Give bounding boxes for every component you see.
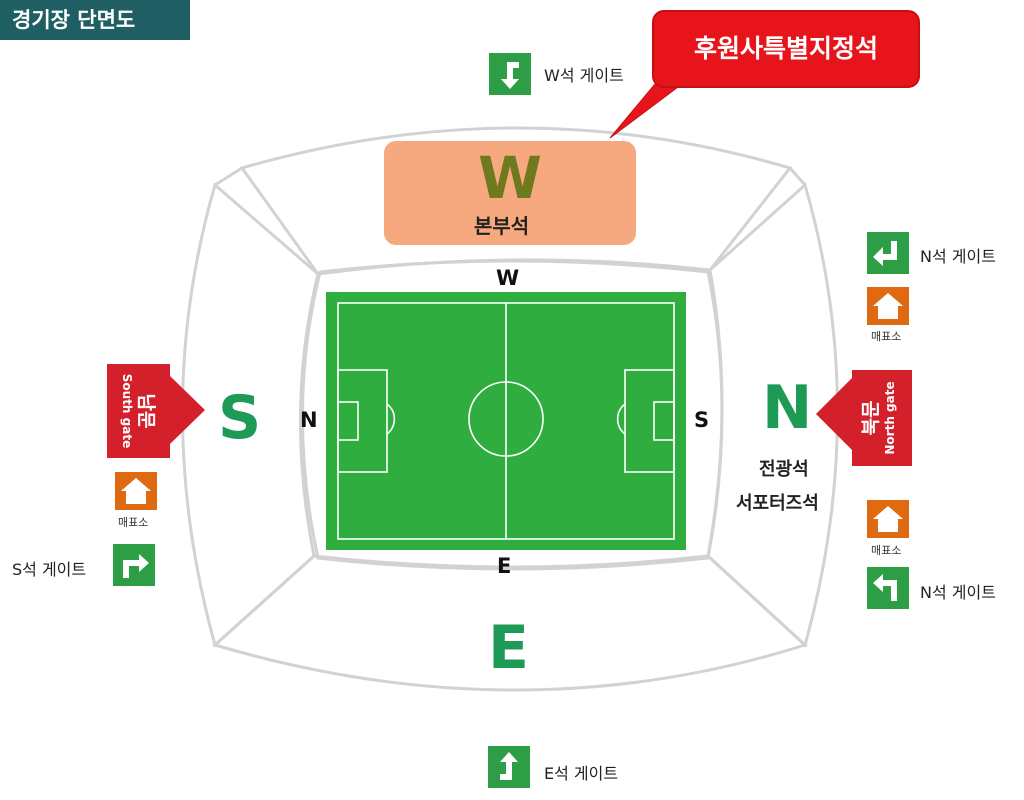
pitch-label-right: S (694, 408, 710, 432)
e-gate-label: E석 게이트 (544, 764, 619, 783)
west-stand-letter: W (478, 144, 542, 212)
n-gate-top-icon[interactable] (867, 232, 909, 274)
s-gate-icon[interactable] (113, 544, 155, 586)
sponsor-seat-callout: 후원사특별지정석 (652, 10, 920, 88)
w-gate-label: W석 게이트 (544, 66, 624, 85)
s-gate-label: S석 게이트 (12, 560, 87, 579)
map-title: 경기장 단면도 (0, 0, 190, 40)
n-gate-bottom-icon[interactable] (867, 567, 909, 609)
ticket-office-north-top-icon[interactable] (867, 287, 909, 325)
n-gate-bottom-label: N석 게이트 (920, 583, 996, 602)
south-entrance-label[interactable]: 남문 South gate (109, 366, 157, 456)
north-entrance-label[interactable]: 북문 North gate (860, 372, 908, 464)
north-entrance-arrow (816, 370, 912, 466)
pitch-label-bottom: E (497, 554, 512, 578)
pitch-label-left: N (300, 408, 318, 432)
ticket-office-north-top-label: 매표소 (871, 330, 902, 343)
south-entrance-english: South gate (120, 373, 134, 449)
ticket-office-south-label: 매표소 (118, 516, 149, 529)
ticket-office-south-icon[interactable] (115, 472, 157, 510)
stadium-inner-ring (301, 259, 724, 571)
west-stand-name: 본부석 (474, 214, 530, 238)
north-stand-name-line1: 전광석 (759, 459, 809, 480)
n-gate-top-label: N석 게이트 (920, 247, 996, 266)
football-pitch (326, 292, 686, 550)
e-gate-icon[interactable] (488, 746, 530, 788)
south-stand-letter[interactable]: S (218, 383, 262, 453)
ticket-office-north-bottom-icon[interactable] (867, 500, 909, 538)
pitch-label-top: W (496, 266, 520, 290)
east-stand-letter[interactable]: E (488, 613, 529, 683)
ticket-office-north-bottom-label: 매표소 (871, 544, 902, 557)
north-entrance-korean: 북문 (860, 400, 882, 436)
north-stand-name-line2: 서포터즈석 (736, 493, 819, 514)
stadium-outer-ring (181, 126, 839, 692)
south-entrance-korean: 남문 (135, 393, 157, 429)
south-entrance-arrow (107, 364, 205, 458)
north-stand-letter[interactable]: N (762, 373, 813, 443)
west-stand-block[interactable] (384, 141, 636, 245)
w-gate-icon[interactable] (489, 53, 531, 95)
north-entrance-english: North gate (883, 381, 897, 455)
